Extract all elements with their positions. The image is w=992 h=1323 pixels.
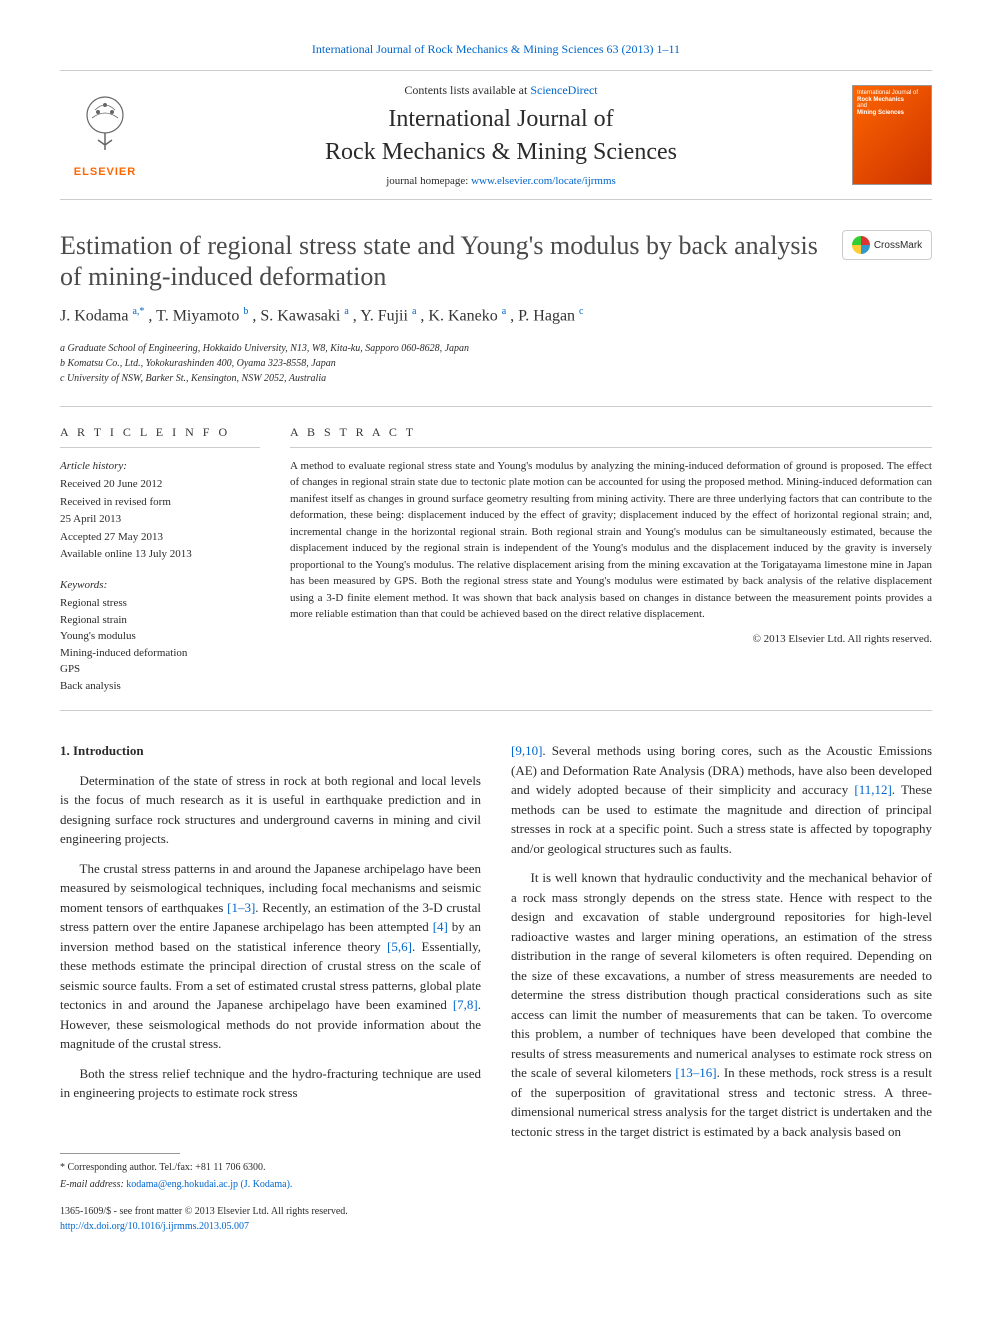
abstract-text: A method to evaluate regional stress sta… <box>290 458 932 623</box>
keywords-label: Keywords: <box>60 577 260 594</box>
elsevier-logo: ELSEVIER <box>60 85 150 185</box>
article-info-heading: A R T I C L E I N F O <box>60 423 260 448</box>
history-item: Available online 13 July 2013 <box>60 546 260 563</box>
author-4-aff[interactable]: a <box>412 306 416 317</box>
body-col-left: 1. Introduction Determination of the sta… <box>60 741 481 1234</box>
keyword: GPS <box>60 661 260 678</box>
ref-link[interactable]: [5,6] <box>387 939 412 954</box>
crossmark-badge[interactable]: CrossMark <box>842 230 932 260</box>
elsevier-label: ELSEVIER <box>74 164 136 181</box>
keyword: Regional stress <box>60 595 260 612</box>
keyword: Mining-induced deformation <box>60 645 260 662</box>
body-paragraph: Determination of the state of stress in … <box>60 771 481 849</box>
affiliations: a Graduate School of Engineering, Hokkai… <box>60 341 932 386</box>
email-label: E-mail address: <box>60 1179 126 1190</box>
affiliation-c: c University of NSW, Barker St., Kensing… <box>60 371 932 386</box>
email-link[interactable]: kodama@eng.hokudai.ac.jp (J. Kodama). <box>126 1179 292 1190</box>
ref-link[interactable]: [7,8] <box>453 997 478 1012</box>
footer-divider <box>60 1153 180 1154</box>
cover-line4: Mining Sciences <box>857 110 927 117</box>
history-item: Received in revised form <box>60 494 260 511</box>
homepage-prefix: journal homepage: <box>386 175 471 187</box>
journal-top-link-anchor[interactable]: International Journal of Rock Mechanics … <box>312 42 680 56</box>
author-5-aff[interactable]: a <box>502 306 506 317</box>
article-info-column: A R T I C L E I N F O Article history: R… <box>60 423 260 695</box>
keyword: Regional strain <box>60 612 260 629</box>
cover-line2: Rock Mechanics <box>857 97 927 104</box>
homepage-line: journal homepage: www.elsevier.com/locat… <box>150 173 852 190</box>
header-block: ELSEVIER Contents lists available at Sci… <box>60 70 932 200</box>
email-note: E-mail address: kodama@eng.hokudai.ac.jp… <box>60 1177 481 1192</box>
body-paragraph: [9,10]. Several methods using boring cor… <box>511 741 932 858</box>
author-6-aff[interactable]: c <box>579 306 583 317</box>
author-3: , S. Kawasaki <box>252 308 340 325</box>
journal-top-link: International Journal of Rock Mechanics … <box>60 40 932 58</box>
homepage-link[interactable]: www.elsevier.com/locate/ijrmms <box>471 175 616 187</box>
crossmark-icon <box>852 236 870 254</box>
author-2: , T. Miyamoto <box>148 308 239 325</box>
affiliation-b: b Komatsu Co., Ltd., Yokokurashinden 400… <box>60 356 932 371</box>
contents-prefix: Contents lists available at <box>404 83 530 97</box>
cover-line1: International Journal of <box>857 90 927 97</box>
author-1: J. Kodama <box>60 308 128 325</box>
journal-name-line1: International Journal of <box>150 105 852 134</box>
ref-link[interactable]: [11,12] <box>854 782 891 797</box>
history-item: Received 20 June 2012 <box>60 476 260 493</box>
section-heading: 1. Introduction <box>60 741 481 761</box>
author-5: , K. Kaneko <box>420 308 497 325</box>
keyword: Back analysis <box>60 678 260 695</box>
author-2-aff[interactable]: b <box>243 306 248 317</box>
ref-link[interactable]: [4] <box>433 919 448 934</box>
author-1-corresponding[interactable]: * <box>139 306 144 317</box>
body-paragraph: The crustal stress patterns in and aroun… <box>60 859 481 1054</box>
abstract-copyright: © 2013 Elsevier Ltd. All rights reserved… <box>290 631 932 648</box>
journal-name-line2: Rock Mechanics & Mining Sciences <box>150 138 852 167</box>
contents-line: Contents lists available at ScienceDirec… <box>150 81 852 99</box>
info-abstract-row: A R T I C L E I N F O Article history: R… <box>60 406 932 712</box>
ref-link[interactable]: [13–16] <box>675 1065 716 1080</box>
authors: J. Kodama a,* , T. Miyamoto b , S. Kawas… <box>60 304 932 328</box>
abstract-column: A B S T R A C T A method to evaluate reg… <box>290 423 932 695</box>
keyword: Young's modulus <box>60 628 260 645</box>
body-paragraph: Both the stress relief technique and the… <box>60 1064 481 1103</box>
body-text: It is well known that hydraulic conducti… <box>511 870 932 1080</box>
history-item: Accepted 27 May 2013 <box>60 529 260 546</box>
elsevier-tree-icon <box>70 90 140 160</box>
author-3-aff[interactable]: a <box>344 306 348 317</box>
author-6: , P. Hagan <box>510 308 575 325</box>
article-title: Estimation of regional stress state and … <box>60 230 822 292</box>
body-columns: 1. Introduction Determination of the sta… <box>60 741 932 1234</box>
history-item: 25 April 2013 <box>60 511 260 528</box>
abstract-heading: A B S T R A C T <box>290 423 932 448</box>
history-label: Article history: <box>60 458 260 475</box>
crossmark-label: CrossMark <box>874 238 922 253</box>
doi-link[interactable]: http://dx.doi.org/10.1016/j.ijrmms.2013.… <box>60 1221 249 1232</box>
footer-copyright: 1365-1609/$ - see front matter © 2013 El… <box>60 1204 481 1234</box>
corresponding-note: * Corresponding author. Tel./fax: +81 11… <box>60 1160 481 1175</box>
cover-line3: and <box>857 103 927 110</box>
ref-link[interactable]: [9,10] <box>511 743 542 758</box>
body-paragraph: It is well known that hydraulic conducti… <box>511 868 932 1141</box>
title-row: Estimation of regional stress state and … <box>60 230 932 292</box>
journal-cover-thumbnail: International Journal of Rock Mechanics … <box>852 85 932 185</box>
sciencedirect-link[interactable]: ScienceDirect <box>530 83 597 97</box>
ref-link[interactable]: [1–3] <box>227 900 255 915</box>
header-center: Contents lists available at ScienceDirec… <box>150 81 852 189</box>
issn-line: 1365-1609/$ - see front matter © 2013 El… <box>60 1204 481 1219</box>
affiliation-a: a Graduate School of Engineering, Hokkai… <box>60 341 932 356</box>
author-4: , Y. Fujii <box>353 308 408 325</box>
body-col-right: [9,10]. Several methods using boring cor… <box>511 741 932 1234</box>
